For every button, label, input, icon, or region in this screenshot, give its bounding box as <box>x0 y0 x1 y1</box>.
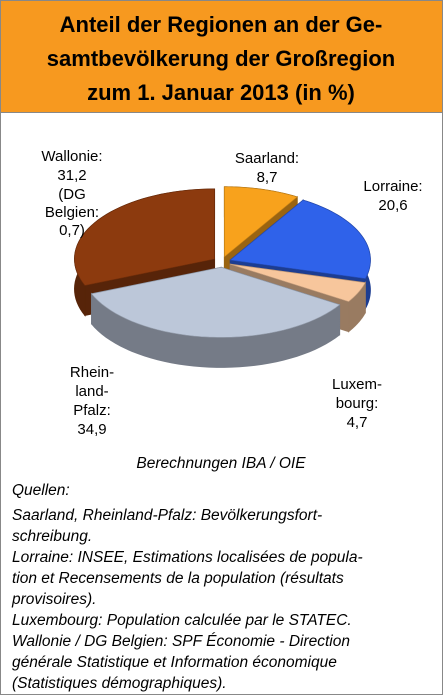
value-label: 8,7 <box>257 169 278 186</box>
source-line: (Statistiques démographiques). <box>12 675 227 692</box>
chart-title: Anteil der Regionen an der Ge- <box>60 12 383 37</box>
value-label: 31,2 <box>57 167 86 184</box>
title-box <box>0 0 443 113</box>
source-line: Wallonie / DG Belgien: SPF Économie - Di… <box>12 633 350 650</box>
chart-title: zum 1. Januar 2013 (in %) <box>87 80 355 105</box>
source-line: générale Statistique et Information écon… <box>12 654 337 671</box>
slice-label: Rhein-land-Pfalz: <box>70 364 114 419</box>
slice <box>224 186 298 258</box>
slice <box>229 199 371 279</box>
source-line: schreibung. <box>12 528 92 545</box>
slice <box>74 188 215 286</box>
source-line: Saarland, Rheinland-Pfalz: Bevölkerungsf… <box>12 507 322 524</box>
calculation-note: Berechnungen IBA / OIE <box>136 455 306 472</box>
chart-title: samtbevölkerung der Großregion <box>47 46 395 71</box>
slice-label: Wallonie: <box>41 148 102 165</box>
source-line: provisoires). <box>11 591 96 608</box>
source-line: Luxembourg: Population calculée par le S… <box>12 612 352 629</box>
source-line: Lorraine: INSEE, Estimations localisées … <box>12 549 363 566</box>
value-label: 4,7 <box>347 414 368 431</box>
sources-heading: Quellen: <box>12 482 70 499</box>
slice <box>230 263 366 302</box>
slice-label: Luxem-bourg: <box>332 376 382 412</box>
value-label: 34,9 <box>77 421 106 438</box>
value-label: 20,6 <box>378 197 407 214</box>
annotation: (DG Belgien: 0,7) <box>45 186 99 239</box>
slice-label: Lorraine: <box>363 178 422 195</box>
slice <box>91 267 341 338</box>
slice-label: Saarland: <box>235 150 299 167</box>
source-line: tion et Recensements de la population (r… <box>12 570 344 587</box>
